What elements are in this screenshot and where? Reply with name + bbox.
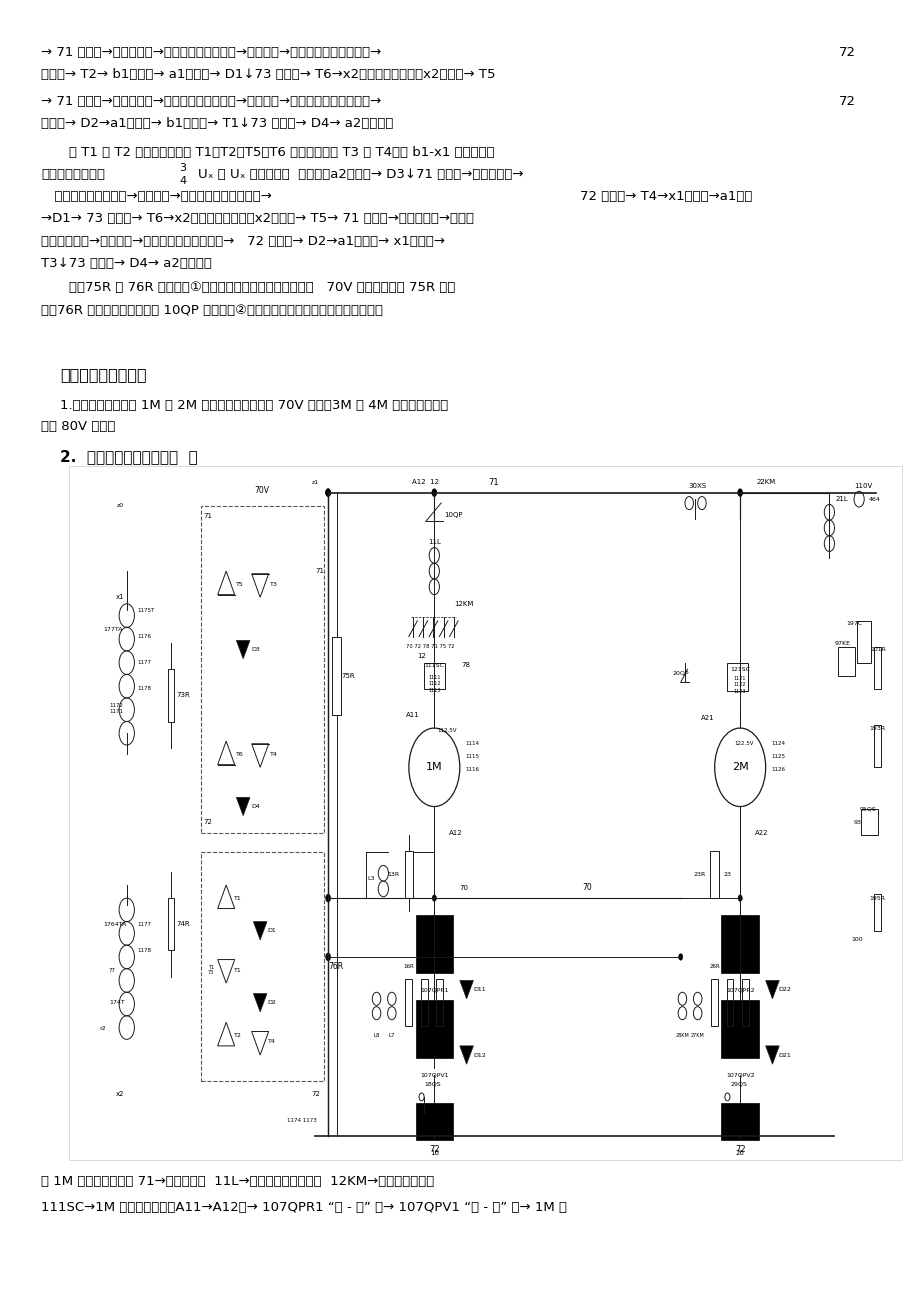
Text: 当 T1 和 T2 满开放后，维持 T1、T2、T5、T6 满开放，触发 T3 和 T4，则 b1-x1 段绕组再串: 当 T1 和 T2 满开放后，维持 T1、T2、T5、T6 满开放，触发 T3 … — [69, 146, 494, 159]
Text: 流器 80V 供电。: 流器 80V 供电。 — [41, 420, 116, 433]
Text: 4: 4 — [179, 176, 187, 186]
Bar — [69, 466, 901, 1160]
Text: 机线路接触器→牃引电机→牃引电机故障隔离开关→   72 号母线→ D2→a1（负）→ x1（正）→: 机线路接触器→牃引电机→牃引电机故障隔离开关→ 72 号母线→ D2→a1（负）… — [41, 235, 445, 248]
Text: 牃引电机线路接触器→牃引电机→牃引电机故障隔离开关→: 牃引电机线路接触器→牃引电机→牃引电机故障隔离开关→ — [46, 190, 272, 203]
Text: 入电路，整流电压: 入电路，整流电压 — [41, 168, 106, 181]
Text: （三）牃引供电电路: （三）牃引供电电路 — [60, 367, 146, 383]
Text: 号母线→ T2→ b1（负）→ a1（正）→ D1↓73 号母线→ T6→x2（负）。负半周：x2（正）→ T5: 号母线→ T2→ b1（负）→ a1（正）→ D1↓73 号母线→ T6→x2（… — [41, 68, 495, 81]
Text: → 71 号母线→平波电抗器→牃引电机线路接触器→牃引电机→牃引电机故障隔离开关→: → 71 号母线→平波电抗器→牃引电机线路接触器→牃引电机→牃引电机故障隔离开关… — [41, 46, 381, 59]
Text: 3: 3 — [179, 163, 187, 173]
Text: 72 号母线→ T4→x1（负）→a1（正: 72 号母线→ T4→x1（负）→a1（正 — [579, 190, 751, 203]
Text: 2.  牃引电机支路电流路径  ：: 2. 牃引电机支路电流路径 ： — [60, 450, 198, 465]
Text: 111SC→1M 电机电枢回路（A11→A12）→ 107QPR1 “牃 - 制” 鼓→ 107QPV1 “前 - 后” 鼓→ 1M 电: 111SC→1M 电机电枢回路（A11→A12）→ 107QPR1 “牃 - 制… — [41, 1201, 567, 1214]
Text: 72: 72 — [838, 46, 855, 59]
Text: 载，76R 被空载实验转换开关 10QP 短接），②机车正常运行时，可吸收部分过电压。: 载，76R 被空载实验转换开关 10QP 短接），②机车正常运行时，可吸收部分过… — [41, 304, 383, 317]
Text: →D1→ 73 号母线→ T6→x2（负）。负半周：x2（正）→ T5→ 71 号母线→平波电抗器→牃引电: →D1→ 73 号母线→ T6→x2（负）。负半周：x2（正）→ T5→ 71 … — [41, 212, 474, 225]
Text: T3↓73 号母线→ D4→ a2（负）。: T3↓73 号母线→ D4→ a2（负）。 — [41, 257, 212, 270]
Text: 1.转向架独立供电： 1M 与 2M 并联工作，由整流器 70V 供电；3M 与 4M 并联工作，由整: 1.转向架独立供电： 1M 与 2M 并联工作，由整流器 70V 供电；3M 与… — [60, 399, 448, 412]
Text: 72: 72 — [838, 95, 855, 108]
Text: 电阶75R 和 76R 的作用：①高压空载限流试验时，作整流器   70V 的负载（只有 75R 作负: 电阶75R 和 76R 的作用：①高压空载限流试验时，作整流器 70V 的负载（… — [69, 281, 455, 294]
Text: Uₓ ～ Uₓ 之间变化。  正半周：a2（正）→ D3↓71 号母线→平波电抗器→: Uₓ ～ Uₓ 之间变化。 正半周：a2（正）→ D3↓71 号母线→平波电抗器… — [198, 168, 523, 181]
Text: 以 1M 为例：正极母线 71→平波电抗器  11L→牃引电机线路接触器  12KM→直流电流传感器: 以 1M 为例：正极母线 71→平波电抗器 11L→牃引电机线路接触器 12KM… — [41, 1175, 434, 1188]
Text: 号母线→ D2→a1（负）→ b1（正）→ T1↓73 号母线→ D4→ a2（负）。: 号母线→ D2→a1（负）→ b1（正）→ T1↓73 号母线→ D4→ a2（… — [41, 117, 393, 130]
Text: → 71 号母线→平波电抗器→牃引电机线路接触器→牃引电机→牃引电机故障隔离开关→: → 71 号母线→平波电抗器→牃引电机线路接触器→牃引电机→牃引电机故障隔离开关… — [41, 95, 381, 108]
